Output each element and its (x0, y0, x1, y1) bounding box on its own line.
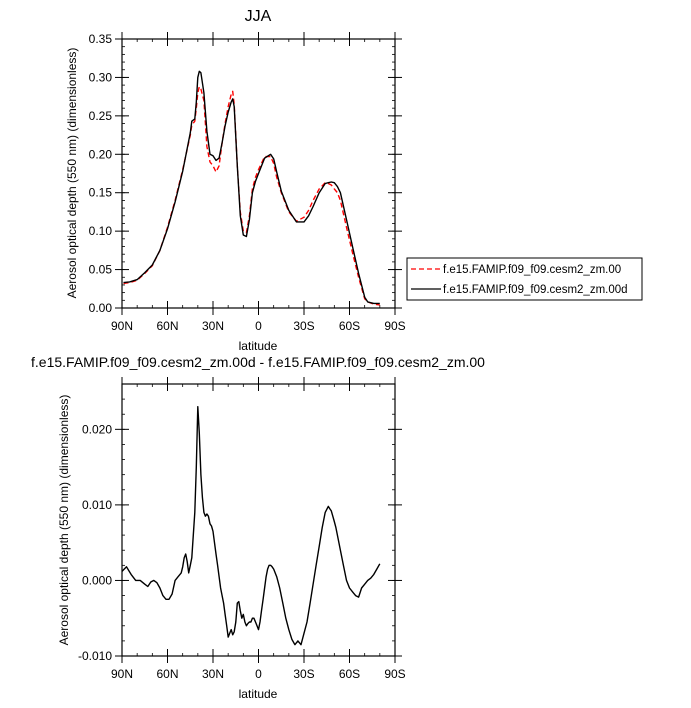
bottom-series-line-1 (121, 406, 381, 646)
legend-label-series-1: f.e15.FAMIP.f09_f09.cesm2_zm.00 (443, 264, 621, 276)
top-series-group (123, 70, 380, 306)
bottom-x-axis-label: latitude (239, 687, 278, 701)
bottom-x-tick-label: 30S (293, 667, 314, 681)
top-y-tick-label: 0.25 (89, 109, 113, 123)
bottom-x-tick-label: 90N (111, 667, 133, 681)
bottom-x-axis: 90N 60N 30N 0 30S 60S 90S (111, 377, 406, 681)
top-x-axis-label: latitude (239, 339, 278, 353)
top-series-line-2 (123, 70, 380, 305)
bottom-y-axis: -0.010 0.000 0.010 0.020 (78, 383, 402, 663)
bottom-x-tick-label: 30N (202, 667, 224, 681)
top-y-tick-label: 0.10 (89, 224, 113, 238)
bottom-x-tick-label: 0 (255, 667, 262, 681)
bottom-panel: f.e15.FAMIP.f09_f09.cesm2_zm.00d - f.e15… (31, 354, 485, 701)
bottom-y-tick-label: 0.010 (82, 498, 112, 512)
top-y-axis: 0.00 0.05 0.10 0.15 0.20 0.25 0.30 0.35 (89, 32, 402, 315)
top-x-tick-label: 30N (202, 319, 224, 333)
bottom-x-tick-label: 90S (384, 667, 405, 681)
bottom-series-group (121, 406, 381, 646)
bottom-y-tick-label: -0.010 (78, 649, 112, 663)
top-chart-title: JJA (245, 8, 272, 25)
top-y-tick-label: 0.30 (89, 70, 113, 84)
bottom-y-tick-label: 0.000 (82, 573, 112, 587)
top-x-tick-label: 60N (156, 319, 178, 333)
bottom-y-axis-label: Aerosol optical depth (550 nm) (dimensio… (57, 395, 71, 646)
top-x-axis: 90N 60N 30N 0 30S 60S 90S (111, 32, 406, 333)
top-y-tick-label: 0.15 (89, 186, 113, 200)
top-y-axis-label: Aerosol optical depth (550 nm) (dimensio… (65, 48, 79, 299)
bottom-x-tick-label: 60S (339, 667, 360, 681)
top-x-tick-label: 90N (111, 319, 133, 333)
top-x-tick-label: 90S (384, 319, 405, 333)
top-y-tick-label: 0.20 (89, 147, 113, 161)
bottom-x-tick-label: 60N (156, 667, 178, 681)
top-x-tick-label: 60S (339, 319, 360, 333)
bottom-y-tick-label: 0.020 (82, 422, 112, 436)
top-panel: JJA 0.00 0.05 0.10 0.15 0.20 0.25 0.30 0.35 90N… (65, 8, 643, 353)
bottom-chart-title: f.e15.FAMIP.f09_f09.cesm2_zm.00d - f.e15… (31, 354, 485, 370)
top-y-tick-label: 0.35 (89, 32, 113, 46)
top-x-tick-label: 30S (293, 319, 314, 333)
legend-label-series-2: f.e15.FAMIP.f09_f09.cesm2_zm.00d (443, 284, 628, 296)
top-x-tick-label: 0 (255, 319, 262, 333)
legend-box (406, 257, 643, 301)
legend: f.e15.FAMIP.f09_f09.cesm2_zm.00 f.e15.FA… (406, 257, 643, 301)
bottom-plot-frame (121, 383, 396, 657)
top-y-tick-label: 0.00 (89, 301, 113, 315)
top-y-tick-label: 0.05 (89, 263, 113, 277)
